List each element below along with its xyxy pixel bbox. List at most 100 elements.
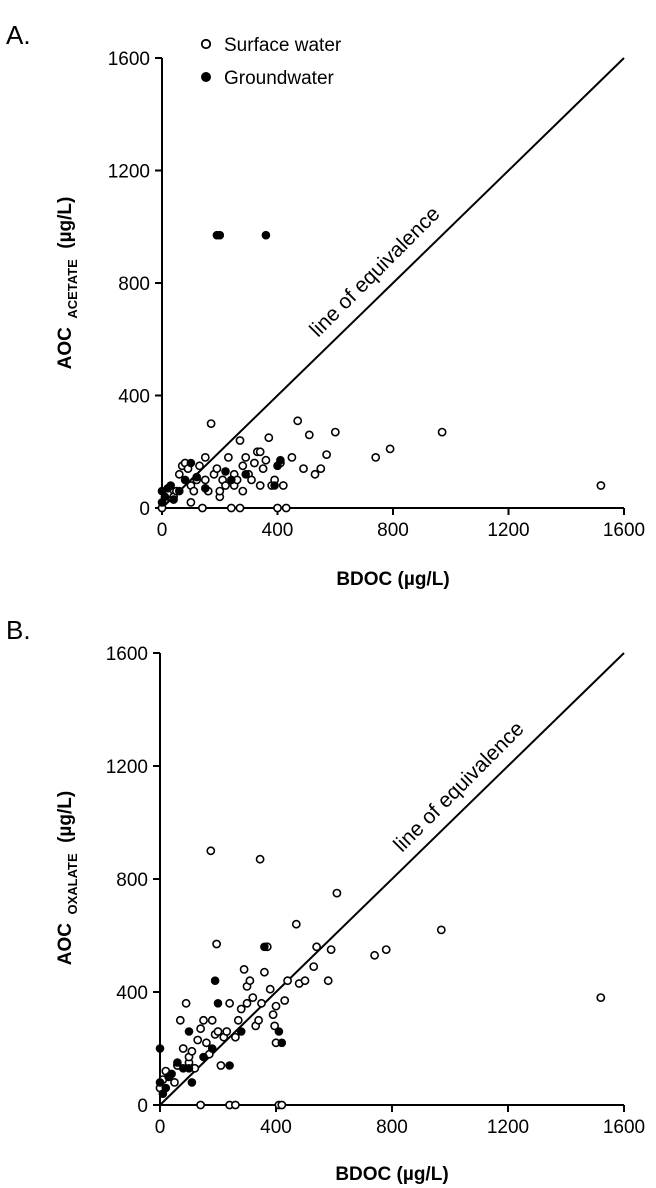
- groundwater-point: [274, 1027, 284, 1036]
- panel-a-x-tick-label: 400: [262, 520, 294, 541]
- panel-a: A. 0 400 800 1200 1600 0 400 800 1200 1600 line o…: [6, 20, 645, 590]
- surface-water-point: [213, 1027, 223, 1036]
- groundwater-point: [213, 999, 223, 1008]
- panel-a-y-title: AOC ACETATE (µg/L): [55, 197, 80, 370]
- panel-b-y-tick-label: 1200: [106, 757, 148, 778]
- surface-water-point: [235, 503, 245, 513]
- surface-water-point: [238, 486, 248, 496]
- surface-water-point: [230, 1032, 240, 1042]
- groundwater-point: [241, 470, 250, 479]
- surface-water-point: [223, 452, 233, 462]
- surface-water-point: [287, 452, 297, 462]
- panel-b-x-tick-label: 800: [376, 1117, 408, 1138]
- legend-surface-water-label: Surface water: [224, 35, 342, 56]
- surface-water-point: [304, 430, 314, 440]
- surface-water-point: [270, 1021, 279, 1031]
- panel-b-x-title: BDOC (µg/L): [335, 1164, 448, 1185]
- surface-water-point: [222, 1027, 232, 1036]
- surface-water-point: [221, 481, 230, 490]
- surface-water-point: [212, 464, 222, 473]
- surface-water-point: [257, 998, 266, 1008]
- panel-a-y-title-main: AOC: [55, 327, 76, 370]
- panel-b: B. 0 400 800 1200 1600 0 400 800 1200 1600 line o…: [6, 615, 645, 1185]
- svg-text:AOC OXALATE (µ: AOC OXALATE (µg/L): [55, 791, 81, 965]
- panel-a-y-tick-label: 1600: [108, 49, 150, 70]
- surface-water-point: [187, 1046, 197, 1056]
- legend-groundwater-label: Groundwater: [224, 68, 335, 89]
- panel-b-label: B.: [6, 615, 31, 645]
- panel-a-y-tick-label: 0: [139, 499, 150, 520]
- panel-a-y-tick-label: 800: [118, 274, 150, 295]
- panel-b-y-title-sub: OXALATE: [65, 853, 80, 914]
- surface-water-point: [207, 1015, 217, 1025]
- surface-water-point: [174, 469, 184, 479]
- panel-a-x-tick-label: 1600: [603, 520, 645, 541]
- surface-water-point: [233, 1015, 243, 1025]
- panel-a-y-title-unit: (µg/L): [55, 197, 76, 249]
- surface-water-point: [259, 967, 269, 977]
- surface-water-point: [186, 497, 196, 507]
- panel-a-ticks: 0 400 800 1200 1600 0 400 800 1200 1600: [108, 49, 645, 541]
- panel-b-points: [155, 846, 606, 1110]
- surface-water-point: [236, 1004, 246, 1014]
- surface-water-point: [200, 475, 210, 485]
- groundwater-point: [192, 472, 201, 482]
- surface-water-point: [200, 452, 210, 462]
- surface-water-point: [596, 481, 606, 490]
- surface-water-point: [170, 1078, 179, 1087]
- surface-water-point: [437, 427, 447, 437]
- surface-water-point: [271, 1001, 281, 1011]
- panel-a-line-annotation: line of equivalence: [305, 202, 444, 341]
- groundwater-point: [199, 1052, 208, 1062]
- groundwater-point: [215, 230, 225, 240]
- surface-water-point: [310, 469, 320, 479]
- panel-b-y-title-unit: (µg/L): [55, 791, 76, 843]
- panel-a-x-title: BDOC (µg/L): [336, 569, 449, 590]
- groundwater-point: [236, 1027, 246, 1036]
- groundwater-point: [186, 458, 196, 468]
- surface-water-point: [230, 1100, 240, 1110]
- surface-water-point: [196, 1100, 205, 1110]
- panel-a-legend: Surface water Groundwater: [200, 35, 342, 89]
- surface-water-point: [326, 945, 336, 954]
- groundwater-point: [184, 1027, 194, 1036]
- surface-water-point: [216, 1061, 226, 1070]
- panel-b-line-annotation: line of equivalence: [389, 717, 528, 856]
- surface-water-point: [181, 998, 191, 1008]
- surface-water-point: [278, 481, 288, 490]
- groundwater-point: [201, 484, 210, 493]
- groundwater-point: [210, 976, 220, 986]
- surface-water-point: [283, 976, 292, 986]
- surface-water-point: [265, 984, 275, 994]
- groundwater-point: [167, 1069, 176, 1079]
- panel-a-y-tick-label: 400: [118, 387, 150, 408]
- surface-water-point: [175, 1015, 185, 1025]
- panel-b-y-tick-label: 1600: [106, 644, 148, 665]
- surface-water-point: [247, 475, 256, 485]
- panel-a-y-tick-label: 1200: [108, 162, 150, 183]
- groundwater-point: [260, 942, 269, 952]
- surface-water-point: [385, 444, 395, 454]
- surface-water-point: [258, 464, 268, 473]
- groundwater-point: [169, 495, 178, 504]
- groundwater-point: [221, 467, 230, 476]
- panel-a-label: A.: [6, 20, 31, 50]
- surface-water-point: [197, 503, 207, 513]
- groundwater-point: [227, 475, 236, 485]
- surface-water-point: [238, 461, 248, 471]
- surface-water-point: [255, 854, 265, 864]
- groundwater-point: [160, 492, 170, 502]
- surface-water-point: [248, 993, 258, 1002]
- surface-water-point: [291, 919, 301, 929]
- groundwater-point: [276, 455, 285, 465]
- surface-water-point: [323, 976, 333, 986]
- surface-water-point: [309, 962, 319, 971]
- surface-water-point: [264, 433, 274, 443]
- surface-water-point: [277, 1100, 287, 1110]
- surface-water-point: [226, 503, 236, 513]
- panel-a-line-of-equivalence: [161, 57, 625, 509]
- surface-water-point: [273, 503, 282, 513]
- groundwater-point: [187, 1078, 197, 1087]
- surface-water-point: [206, 419, 216, 428]
- panel-b-y-title: AOC OXALATE (µg/L): [55, 791, 81, 965]
